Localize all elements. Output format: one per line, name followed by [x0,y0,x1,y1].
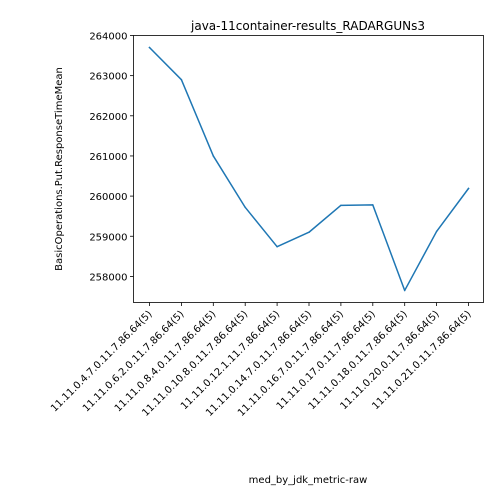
data-point [308,231,310,233]
data-point [180,78,183,81]
data-point [403,289,406,292]
data-point [372,204,374,206]
y-axis-ticks: 258000 259000 260000 261000 262000 263000 2640… [89,32,134,283]
y-tick-label: 263000 [89,72,127,83]
y-axis-title: BasicOperations.Put.ResponseTimeMean [54,67,65,271]
data-point [276,245,278,248]
x-axis-title: med_by_jdk_metric-raw [249,475,368,486]
data-point [435,230,438,233]
data-point [467,187,470,190]
data-point [148,46,151,49]
chart-title: java-11container-results_RADARGUNs3 [190,19,425,33]
y-tick-label: 258000 [89,272,127,283]
series-layer [148,46,470,292]
plot-frame [133,35,484,303]
y-tick-label: 264000 [89,32,127,43]
y-tick-label: 262000 [89,112,127,123]
y-tick-label: 259000 [89,232,127,243]
data-point [244,206,246,209]
y-tick-label: 260000 [89,192,127,203]
data-point [212,155,215,157]
data-point [340,204,342,207]
y-tick-label: 261000 [89,152,127,163]
